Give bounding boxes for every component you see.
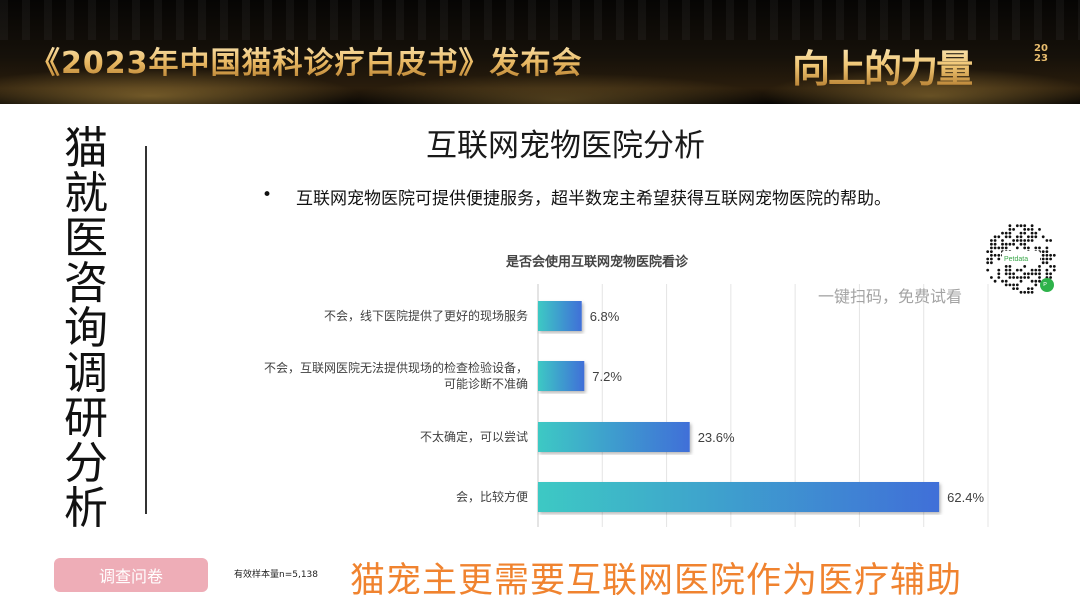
category-label: 会，比较方便 [455, 490, 528, 504]
event-year: 2023 [1034, 43, 1048, 64]
chart-title: 是否会使用互联网宠物医院看诊 [506, 255, 689, 270]
bar [538, 422, 690, 452]
conclusion-text: 猫宠主更需要互联网医院作为医疗辅助 [350, 561, 963, 601]
bar-value-label: 6.8% [590, 309, 620, 324]
svg-text:ᴾ: ᴾ [1044, 281, 1048, 290]
bar-value-label: 23.6% [698, 430, 735, 445]
vertical-divider [145, 146, 147, 514]
bar-value-label: 7.2% [592, 369, 622, 384]
page-title: 互联网宠物医院分析 [426, 128, 705, 164]
category-label: 不太确定，可以尝试 [419, 430, 528, 444]
page-subtitle: 互联网宠物医院可提供便捷服务，超半数宠主希望获得互联网宠物医院的帮助。 [296, 189, 891, 209]
category-label: 不会，线下医院提供了更好的现场服务 [323, 309, 528, 323]
event-slogan-logo: 向上的力量 [792, 38, 974, 93]
bar [538, 361, 585, 391]
section-vertical-title: 猫就医 咨询调研分析 [64, 123, 108, 534]
header-glow [0, 0, 1080, 104]
bar [538, 301, 582, 331]
bullet-dot: • [262, 185, 273, 205]
category-label: 不会，互联网医院无法提供现场的检查检验设备， 可能诊断不准确 [263, 361, 528, 391]
sample-size-note: 有效样本量n=5,138 [234, 570, 319, 580]
bar [538, 482, 940, 512]
header-skyline [0, 0, 1080, 40]
qr-caption: 一键扫码，免费试看 [818, 287, 963, 306]
header-banner: 《2023年中国猫科诊疗白皮书》发布会 向上的力量 2023 [0, 0, 1080, 104]
bar-value-label: 62.4% [947, 490, 984, 505]
qr-code-icon: Petdata ᴾ [981, 219, 1061, 299]
qr-code[interactable]: Petdata ᴾ [980, 218, 1062, 300]
qr-brand-label: Petdata [1004, 256, 1028, 263]
event-title: 《2023年中国猫科诊疗白皮书》发布会 [30, 38, 583, 82]
survey-button[interactable]: 调查问卷 [54, 558, 208, 592]
